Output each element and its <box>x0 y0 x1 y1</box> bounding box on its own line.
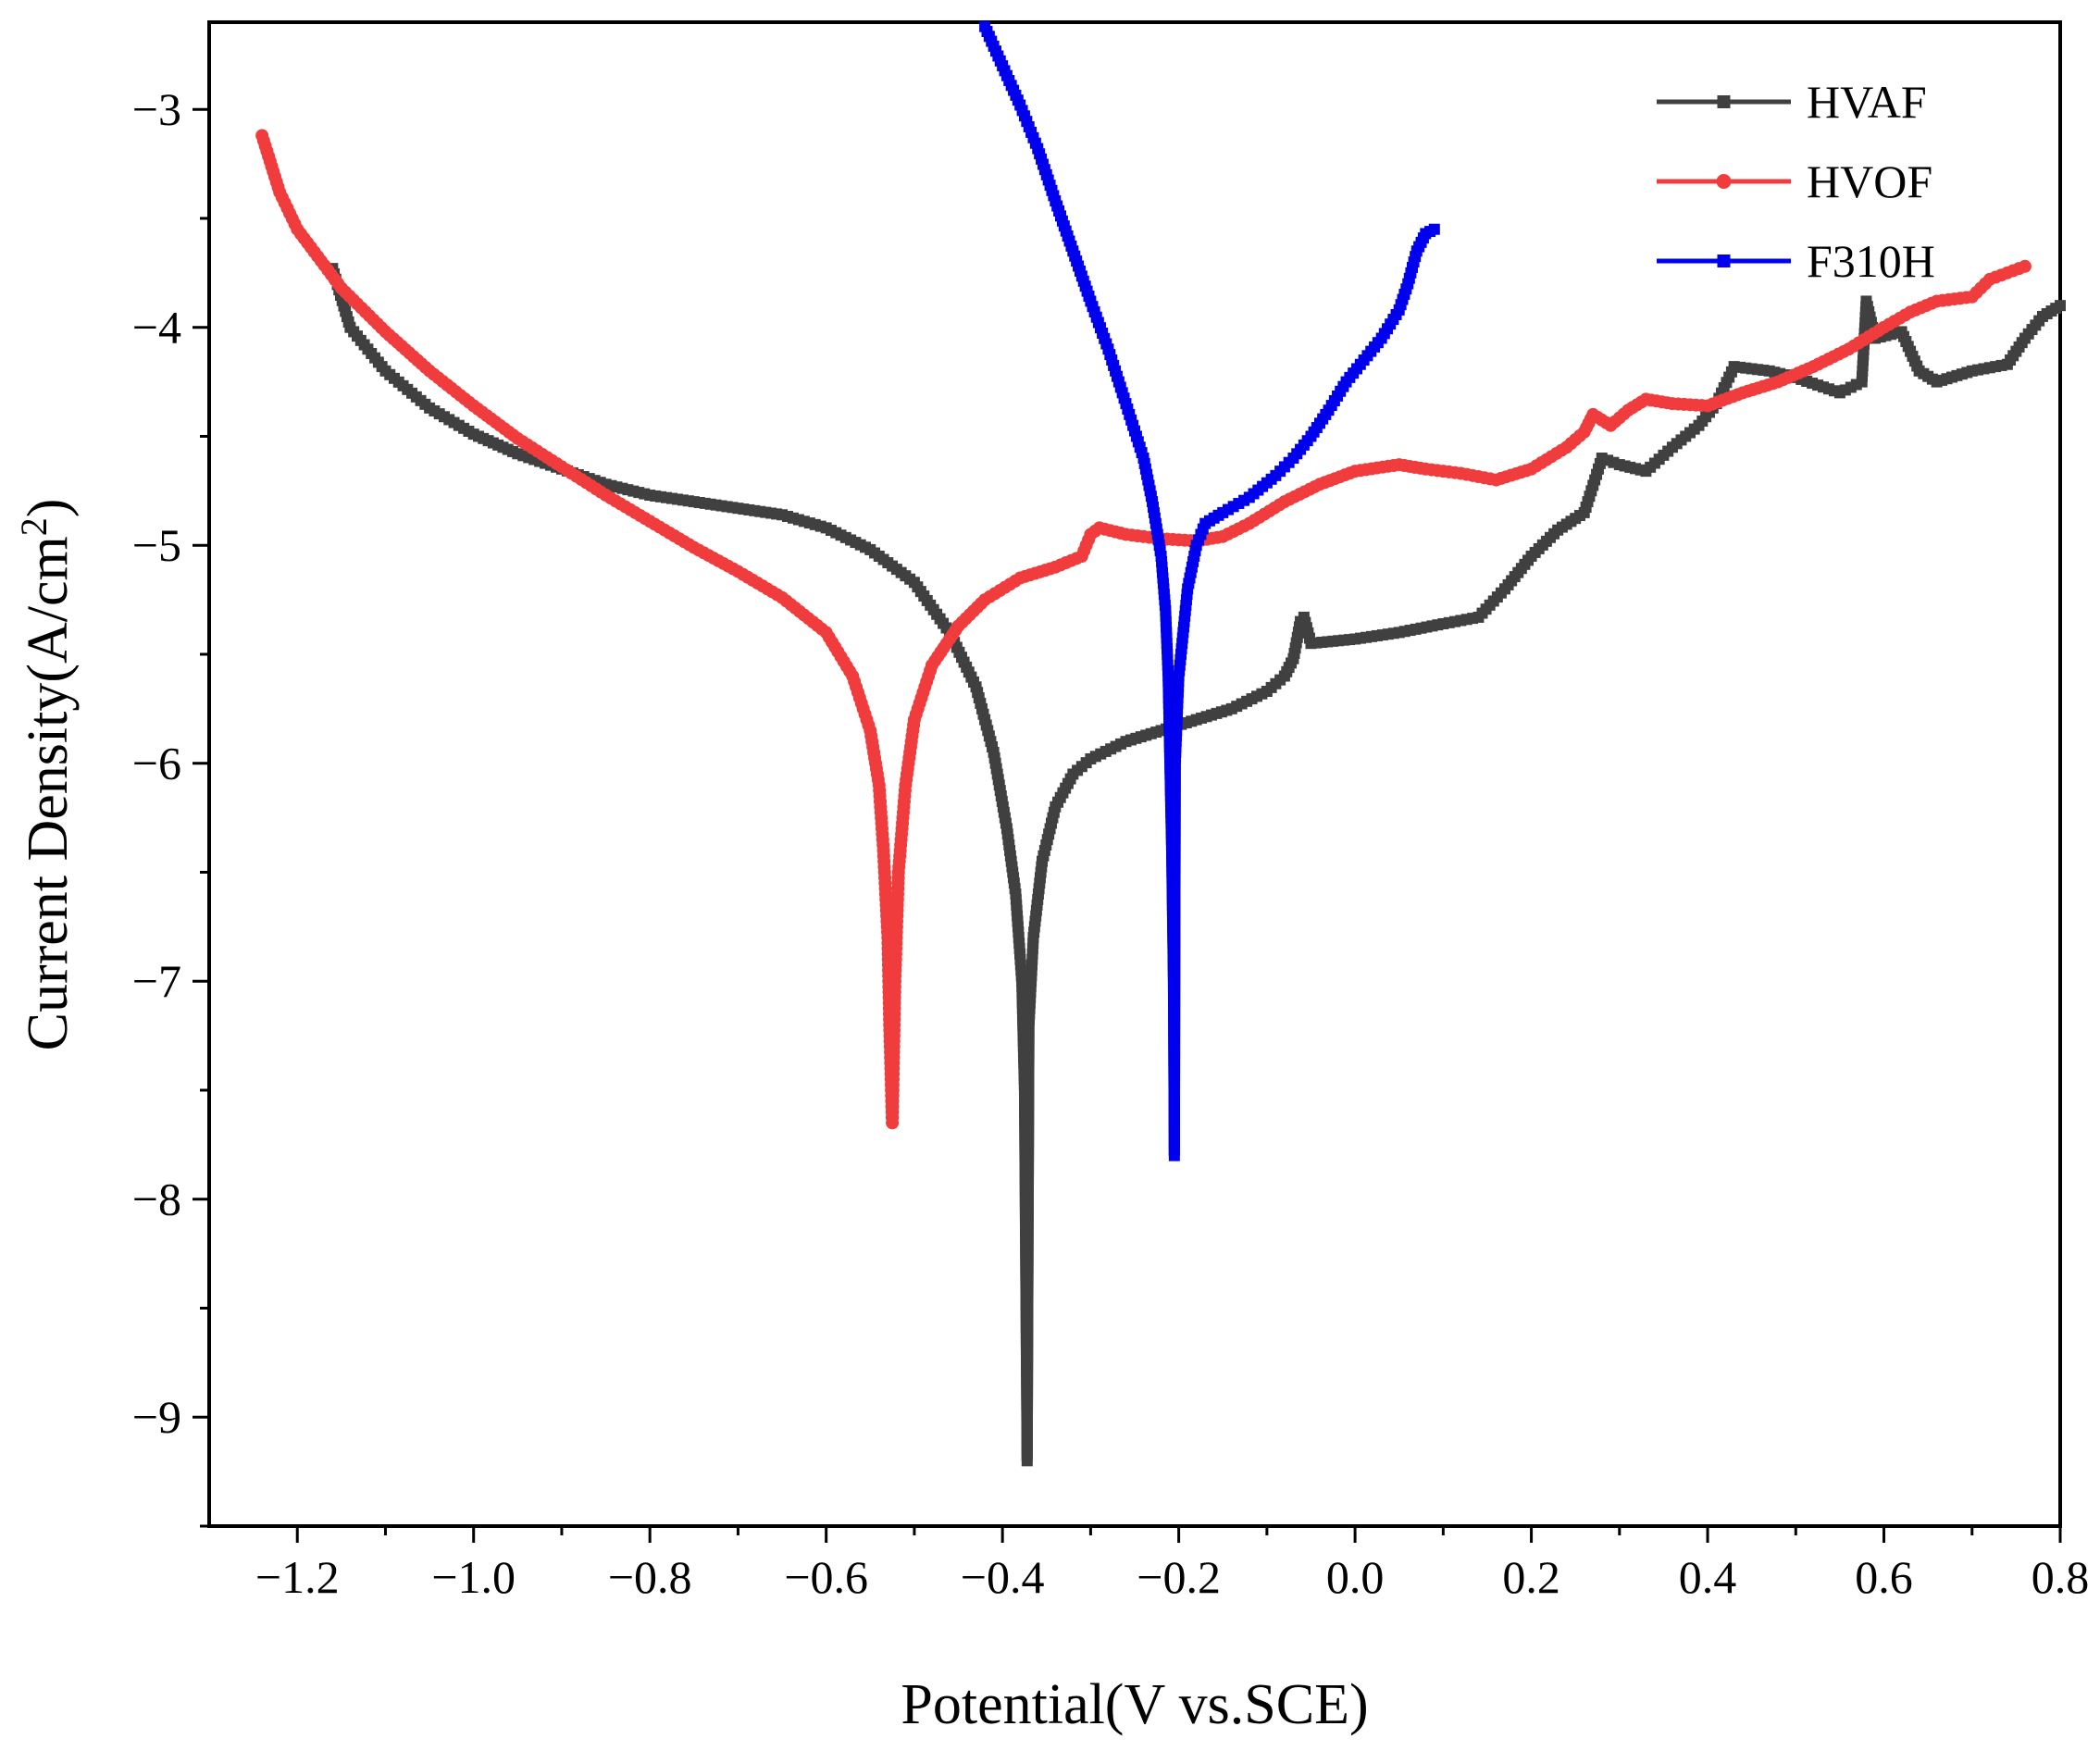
x-tick-label: 0.0 <box>1326 1551 1385 1603</box>
x-tick-label: 0.8 <box>2032 1551 2090 1603</box>
data-point <box>2055 300 2066 312</box>
y-axis-title-close: ) <box>17 499 80 518</box>
x-tick-label: −0.8 <box>608 1551 692 1603</box>
x-tick-label: 0.6 <box>1855 1551 1913 1603</box>
y-tick-label: −9 <box>132 1391 181 1443</box>
legend-label-hvaf: HVAF <box>1807 76 1927 128</box>
legend-marker-f310h <box>1717 255 1731 267</box>
x-axis-title: Potential(V vs.SCE) <box>901 1673 1368 1736</box>
legend-entry-hvof: HVOF <box>1657 155 1932 207</box>
x-tick-label: −0.6 <box>784 1551 868 1603</box>
y-tick-label: −8 <box>132 1174 181 1225</box>
x-tick-label: −1.2 <box>255 1551 340 1603</box>
series-line-hvaf <box>329 267 2062 1463</box>
data-point <box>2018 259 2032 273</box>
y-axis-title-superscript: 2 <box>13 517 55 536</box>
y-tick-label: −7 <box>132 955 181 1007</box>
series-layer <box>255 20 2066 1467</box>
x-axis-ticks: −1.2 −1.0 −0.8 −0.6 −0.4 −0.2 0.0 0.2 0.4 0.6 0.8 <box>255 1526 2089 1603</box>
series-hvof <box>255 129 2032 1130</box>
series-line-hvof <box>259 134 2026 1125</box>
data-point <box>1428 223 1440 235</box>
plot-frame <box>207 20 2062 1528</box>
legend-entry-hvaf: HVAF <box>1657 76 1927 128</box>
legend: HVAF HVOF F310H <box>1657 76 1935 287</box>
y-axis-ticks: −9 −8 −7 −6 −5 −4 −3 <box>132 83 209 1528</box>
x-tick-label: −1.0 <box>431 1551 516 1603</box>
y-tick-label: −6 <box>132 738 181 789</box>
y-axis-title: Current Density(A/cm2) <box>13 499 80 1051</box>
y-tick-label: −4 <box>132 302 181 354</box>
y-tick-label: −5 <box>132 519 181 571</box>
x-tick-label: 0.4 <box>1679 1551 1737 1603</box>
legend-marker-hvaf <box>1717 95 1731 108</box>
x-tick-label: −0.2 <box>1137 1551 1221 1603</box>
y-axis-title-main: Current Density(A/cm <box>17 536 80 1050</box>
legend-marker-hvof <box>1716 174 1732 189</box>
legend-label-f310h: F310H <box>1807 235 1935 287</box>
x-tick-label: 0.2 <box>1502 1551 1560 1603</box>
x-tick-label: −0.4 <box>961 1551 1045 1603</box>
series-f310h <box>979 20 1440 1161</box>
legend-entry-f310h: F310H <box>1657 235 1935 287</box>
series-hvaf <box>327 263 2066 1467</box>
legend-label-hvof: HVOF <box>1807 155 1932 207</box>
y-tick-label: −3 <box>132 83 181 135</box>
